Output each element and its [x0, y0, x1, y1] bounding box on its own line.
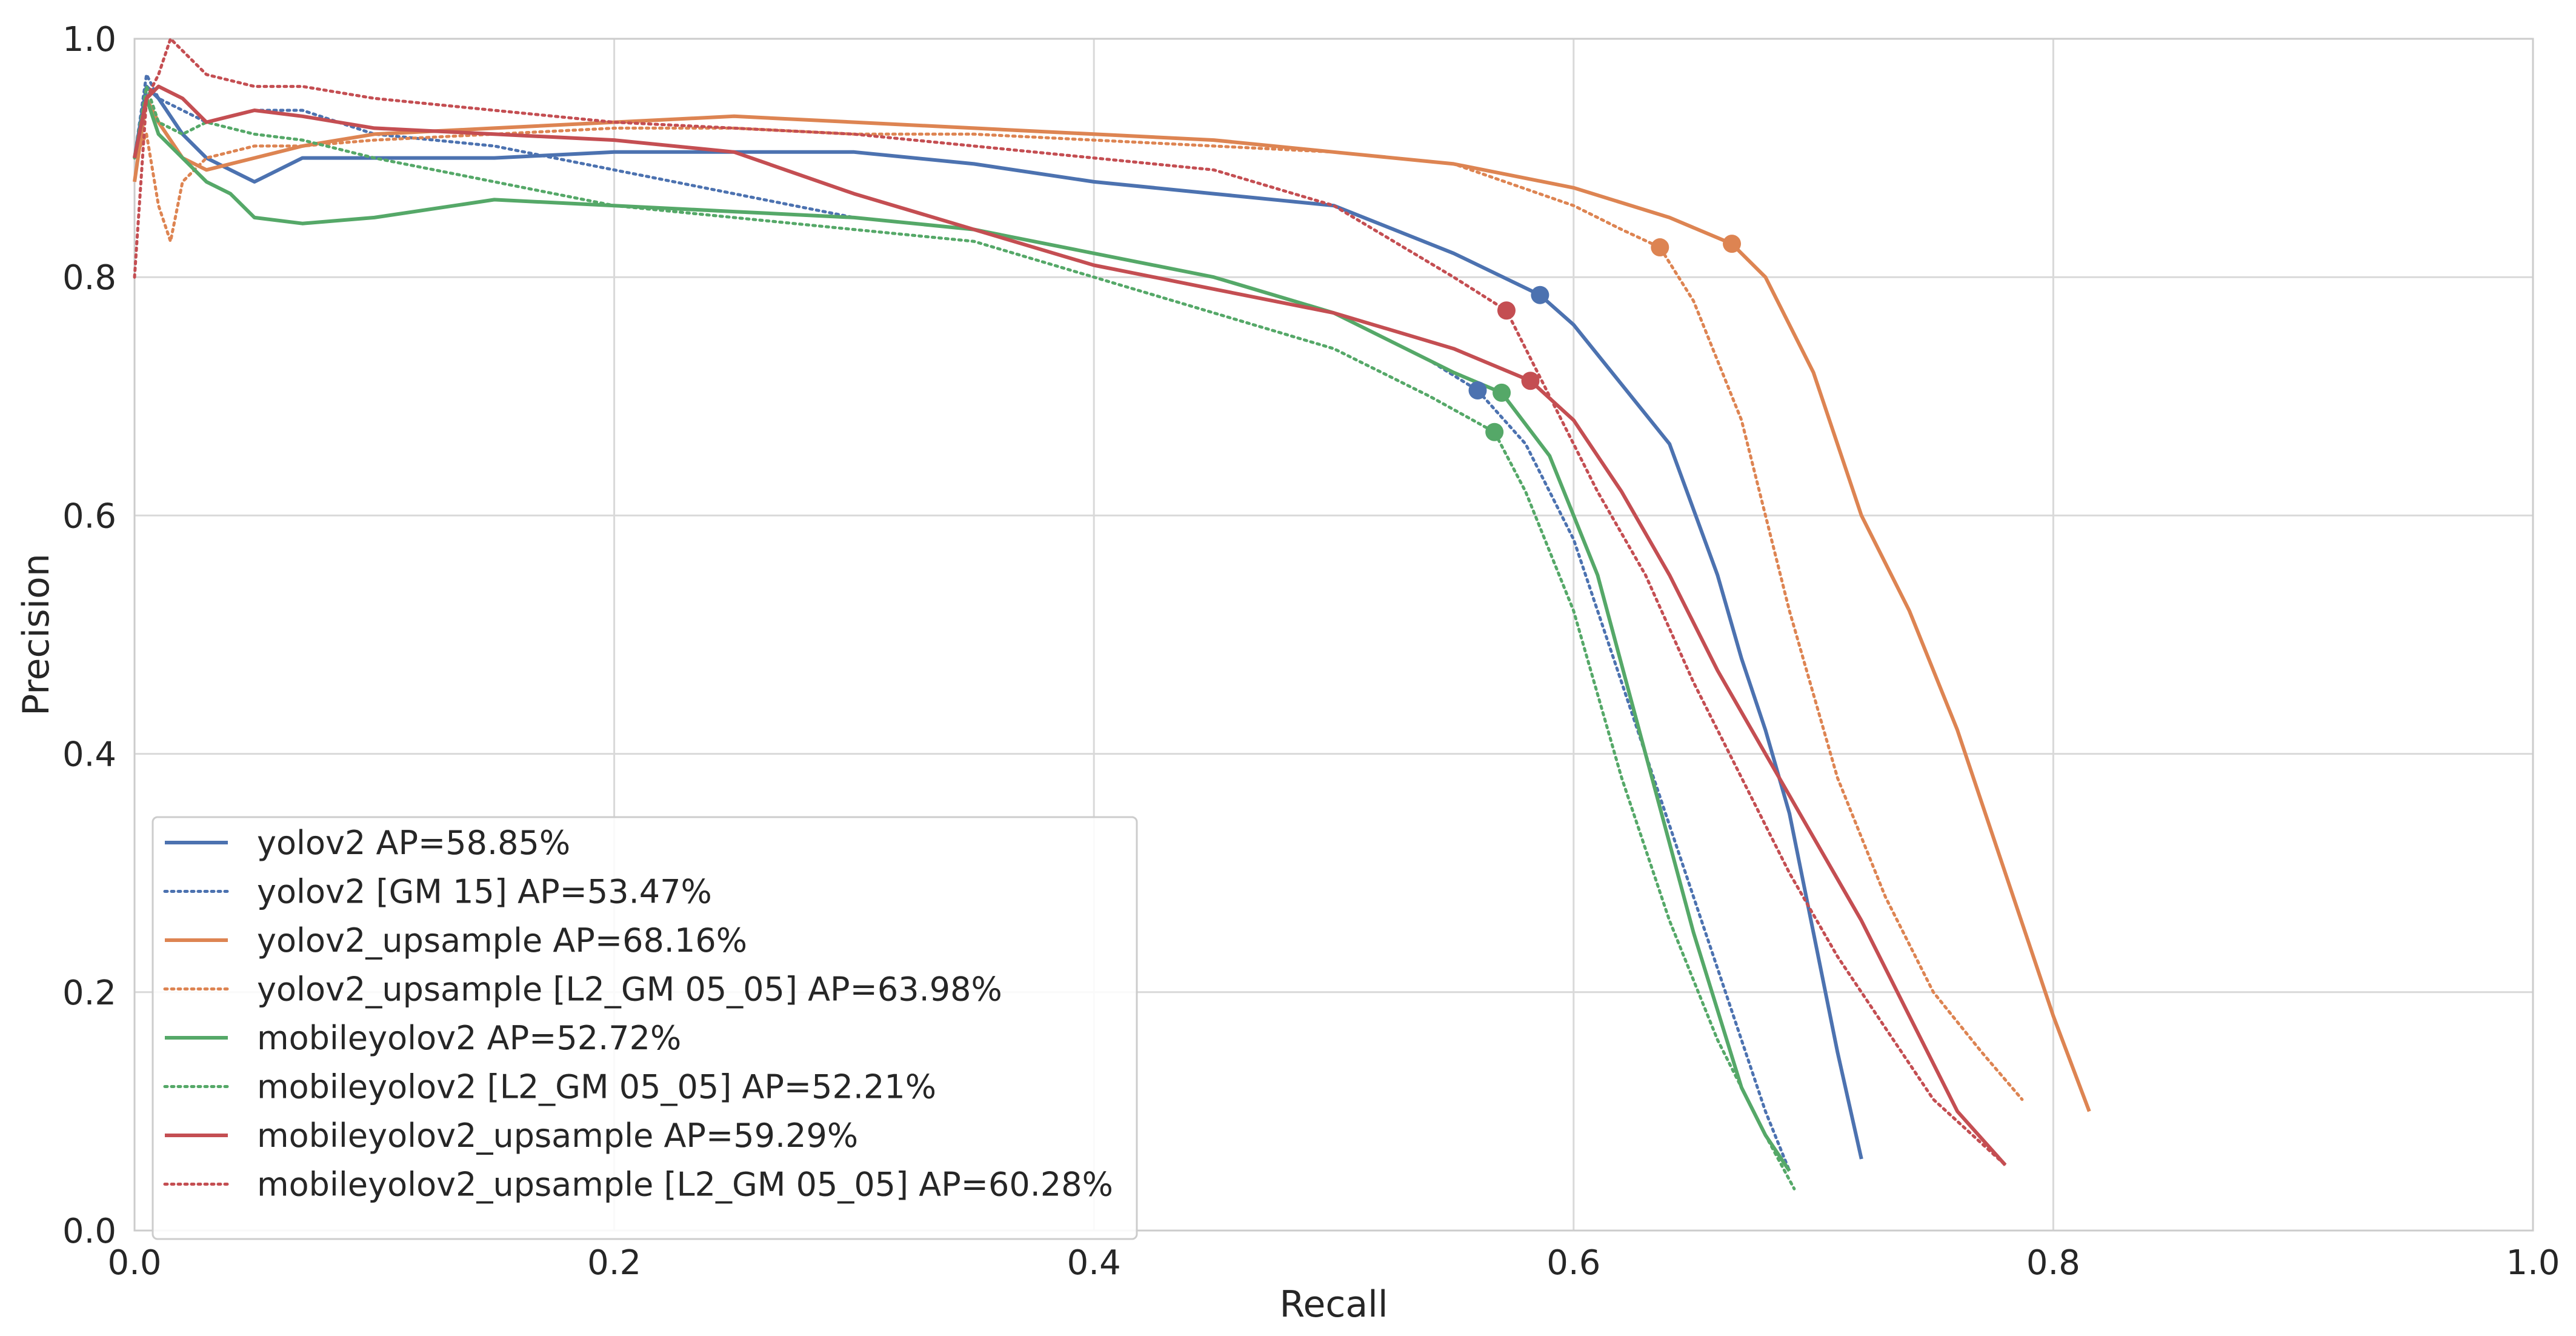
y-tick-label: 0.6 — [62, 496, 116, 536]
x-tick-label: 0.2 — [587, 1243, 641, 1283]
y-tick-label: 1.0 — [62, 20, 116, 59]
x-tick-label: 0.4 — [1067, 1243, 1121, 1283]
series-line-3 — [133, 126, 2024, 1101]
legend-label-6: mobileyolov2_upsample AP=59.29% — [257, 1117, 858, 1155]
x-tick-label: 0.8 — [2026, 1243, 2080, 1283]
y-tick-label: 0.2 — [62, 974, 116, 1013]
series-line-7 — [133, 37, 2007, 1167]
series-line-6 — [133, 84, 2007, 1166]
legend: yolov2 AP=58.85% yolov2 [GM 15] AP=53.47%… — [151, 816, 1138, 1240]
y-tick-label: 0.0 — [62, 1212, 116, 1251]
series-line-2 — [133, 96, 2091, 1112]
y-axis-label: Precision — [15, 553, 58, 716]
legend-label-3: yolov2_upsample [L2_GM 05_05] AP=63.98% — [257, 970, 1002, 1009]
x-tick-label: 0.6 — [1546, 1243, 1600, 1283]
legend-label-5: mobileyolov2 [L2_GM 05_05] AP=52.21% — [257, 1068, 936, 1106]
legend-label-1: yolov2 [GM 15] AP=53.47% — [257, 873, 712, 911]
x-tick-label: 1.0 — [2506, 1243, 2560, 1283]
series-line-4 — [133, 96, 1791, 1172]
series-marker-2 — [1723, 235, 1742, 253]
series-marker-4 — [1493, 383, 1511, 402]
y-tick-label: 0.8 — [62, 258, 116, 298]
series-marker-7 — [1497, 301, 1516, 320]
series-line-0 — [133, 84, 1863, 1160]
legend-label-4: mobileyolov2 AP=52.72% — [257, 1019, 681, 1057]
x-axis-label: Recall — [1279, 1283, 1388, 1326]
series-layer — [133, 37, 2091, 1191]
series-marker-1 — [1468, 381, 1487, 399]
legend-label-0: yolov2 AP=58.85% — [257, 824, 570, 862]
series-marker-3 — [1651, 238, 1669, 257]
legend-label-2: yolov2_upsample AP=68.16% — [257, 921, 747, 960]
marker-layer — [1468, 235, 1742, 441]
series-marker-6 — [1521, 372, 1540, 390]
legend-box — [151, 816, 1138, 1240]
tick-labels: 0.0 0.2 0.4 0.6 0.8 1.0 0.0 0.2 0.4 0.6 0.8 1.0 — [62, 20, 2560, 1283]
series-marker-5 — [1485, 423, 1504, 441]
y-tick-label: 0.4 — [62, 735, 116, 775]
legend-label-7: mobileyolov2_upsample [L2_GM 05_05] AP=6… — [257, 1166, 1113, 1204]
series-marker-0 — [1531, 286, 1549, 304]
x-tick-label: 0.0 — [107, 1243, 161, 1283]
plot-area-frame — [133, 38, 2534, 1232]
